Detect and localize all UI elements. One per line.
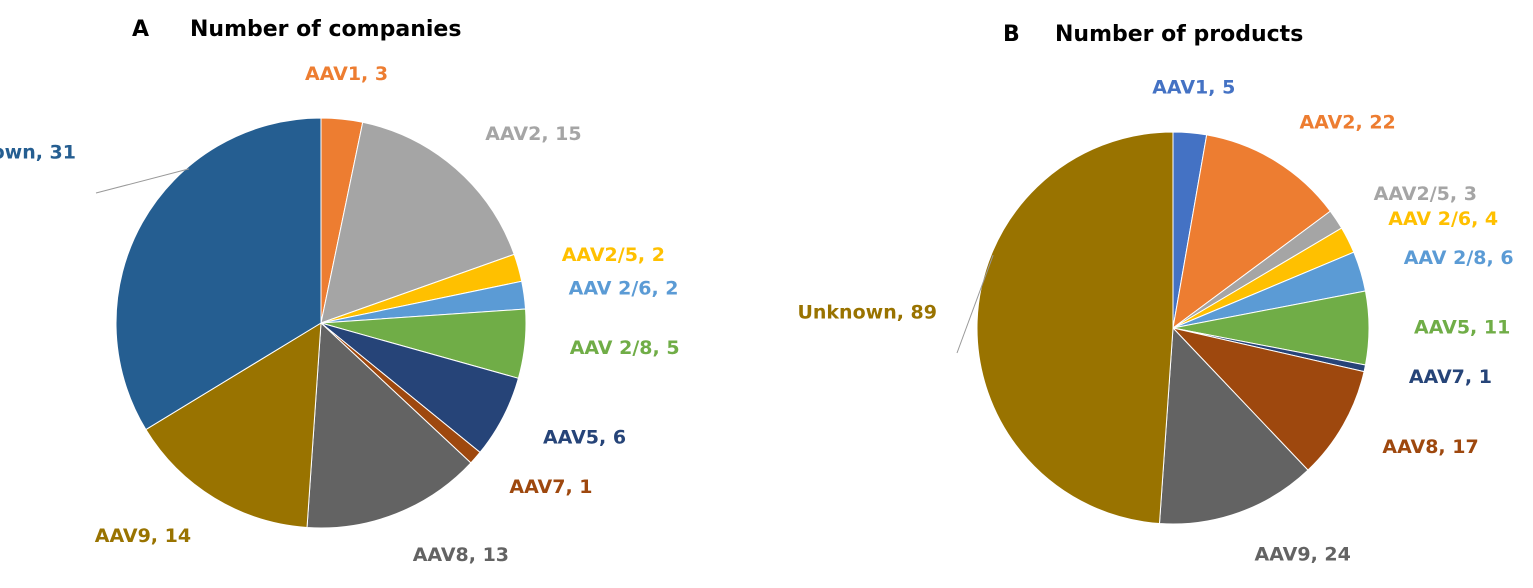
panel-letter: B bbox=[1003, 22, 1020, 47]
data-label: AAV 2/8, 5 bbox=[570, 337, 680, 359]
data-label: AAV1, 3 bbox=[305, 63, 388, 85]
pie-slice bbox=[306, 321, 472, 529]
leader-line bbox=[956, 255, 994, 354]
data-label: AAV2, 22 bbox=[1299, 111, 1395, 133]
data-label: AAV2/5, 2 bbox=[562, 244, 665, 266]
chart-title: Number of companies bbox=[190, 17, 461, 42]
data-label: AAV 2/6, 2 bbox=[569, 277, 679, 299]
data-label: AAV 2/6, 4 bbox=[1388, 208, 1498, 230]
panel-letter: A bbox=[132, 17, 149, 42]
data-label: AAV5, 11 bbox=[1414, 317, 1510, 339]
pie-slice bbox=[145, 322, 322, 529]
pie-slice bbox=[320, 121, 515, 324]
pie-slice bbox=[976, 131, 1174, 525]
data-label: AAV9, 24 bbox=[1255, 543, 1351, 565]
data-label: AAV8, 13 bbox=[413, 544, 509, 566]
data-label: Unknown, 89 bbox=[797, 302, 937, 324]
leader-line bbox=[95, 168, 190, 194]
pie-slice bbox=[1171, 327, 1365, 471]
data-label: AAV8, 17 bbox=[1382, 436, 1478, 458]
data-label: Unknown, 31 bbox=[0, 142, 76, 164]
data-label: AAV2/5, 3 bbox=[1374, 183, 1477, 205]
pie-slice bbox=[1158, 326, 1309, 525]
data-label: AAV9, 14 bbox=[95, 525, 191, 547]
data-label: AAV5, 6 bbox=[543, 427, 626, 449]
pie-slice bbox=[115, 117, 322, 431]
chart-title: Number of products bbox=[1055, 22, 1303, 47]
data-label: AAV7, 1 bbox=[509, 476, 592, 498]
data-label: AAV7, 1 bbox=[1409, 366, 1492, 388]
data-label: AAV1, 5 bbox=[1152, 76, 1235, 98]
data-label: AAV 2/8, 6 bbox=[1404, 247, 1514, 269]
data-label: AAV2, 15 bbox=[485, 123, 581, 145]
pie-slice bbox=[1172, 134, 1332, 330]
